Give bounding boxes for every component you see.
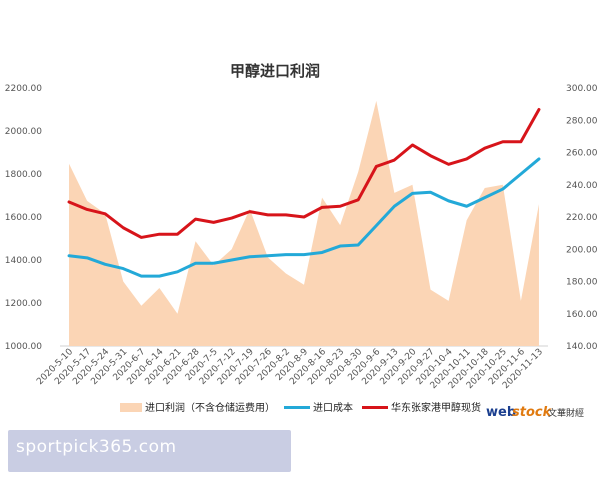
area-series-profit: [69, 100, 539, 347]
y-right-tick-label: 280.00: [566, 116, 598, 126]
legend-label: 进口利润（不含仓储运费用）: [145, 401, 275, 414]
legend-item-import-cost: 进口成本: [284, 401, 353, 414]
y-right-tick-label: 180.00: [566, 278, 598, 288]
y-right-tick-label: 140.00: [566, 342, 598, 352]
watermark-banner: [8, 430, 291, 472]
y-right-tick-label: 160.00: [566, 310, 598, 320]
y-right-tick-label: 220.00: [566, 213, 598, 223]
logo-text-stock: stock: [512, 405, 553, 420]
y-right-tick-label: 300.00: [566, 84, 598, 94]
legend-label: 华东张家港甲醇现货: [391, 401, 481, 414]
y-left-tick-label: 2200.00: [5, 84, 42, 94]
y-left-tick-label: 1800.00: [5, 170, 42, 180]
legend-item-profit: 进口利润（不含仓储运费用）: [120, 401, 275, 414]
watermark-text: sportpick365.com: [16, 437, 177, 457]
legend-swatch: [120, 403, 142, 412]
legend: 进口利润（不含仓储运费用） 进口成本 华东张家港甲醇现货: [120, 401, 481, 414]
legend-label: 进口成本: [313, 401, 353, 414]
chart-title: 甲醇进口利润: [230, 62, 320, 80]
legend-item-spot-price: 华东张家港甲醇现货: [362, 401, 481, 414]
line-series-import-cost: [67, 157, 541, 278]
y-left-tick-label: 2000.00: [5, 127, 42, 137]
y-left-tick-label: 1200.00: [5, 299, 42, 309]
y-left-tick-label: 1400.00: [5, 256, 42, 266]
y-left-tick-label: 1000.00: [5, 342, 42, 352]
y-left-tick-label: 1600.00: [5, 213, 42, 223]
y-right-tick-label: 260.00: [566, 149, 598, 159]
series-layer: [67, 100, 541, 347]
y-right-tick-label: 200.00: [566, 245, 598, 255]
line-series-spot-price: [67, 108, 541, 239]
webstock-logo: web stock 文華財經: [486, 405, 584, 420]
y-right-tick-label: 240.00: [566, 181, 598, 191]
logo-text-web: web: [486, 405, 516, 420]
logo-text-cn: 文華財經: [548, 407, 584, 419]
